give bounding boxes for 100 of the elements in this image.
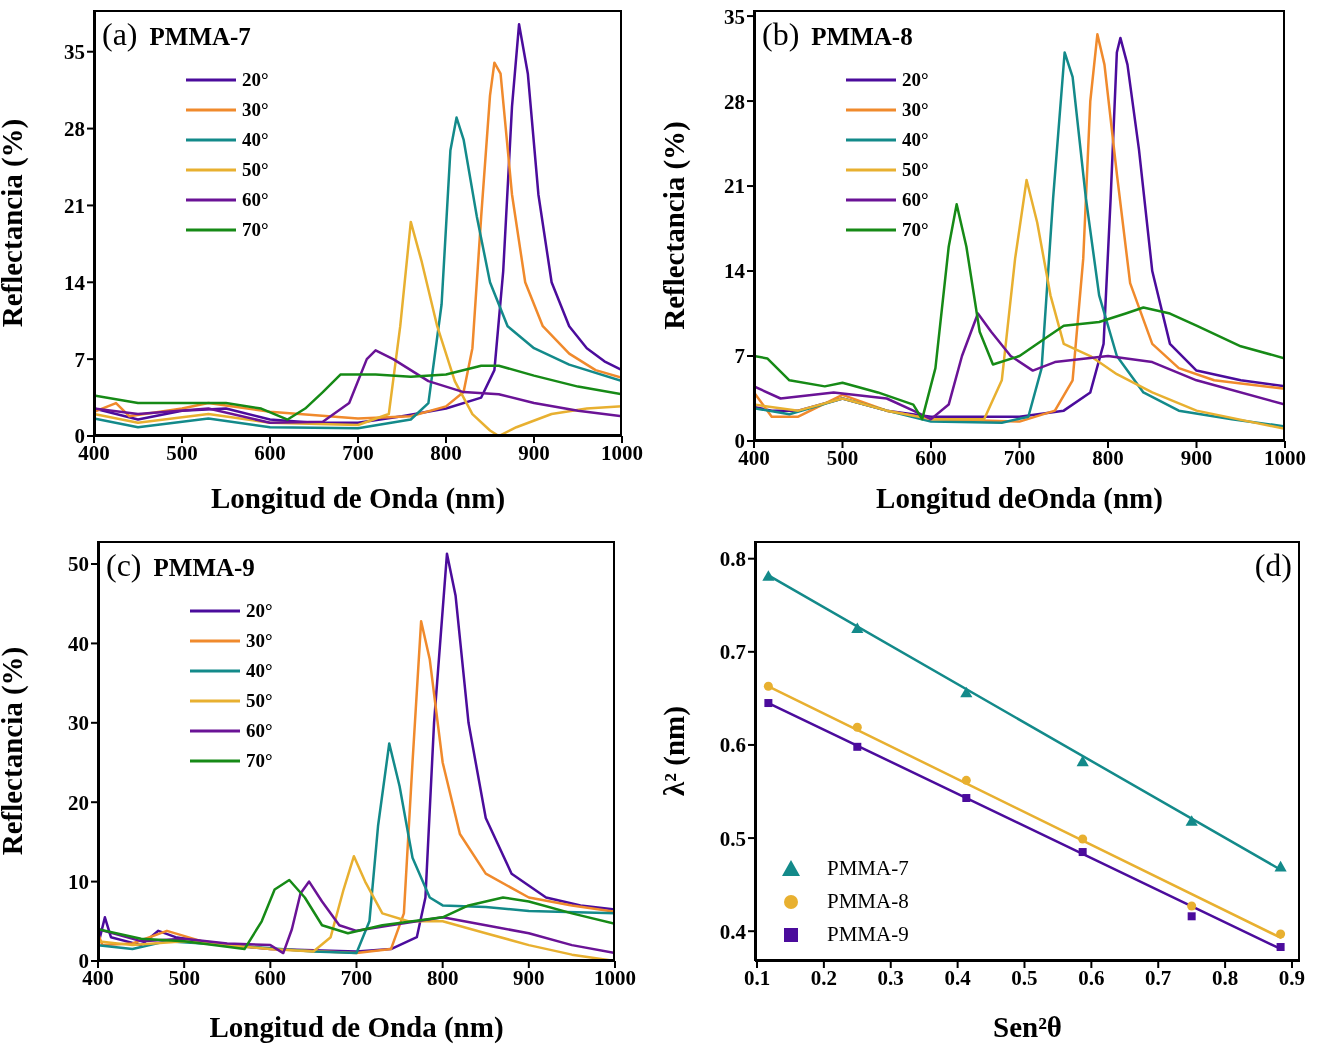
legend-label: 30° [242, 99, 269, 121]
legend-label: 30° [246, 630, 273, 652]
legend-label: 50° [246, 690, 273, 712]
legend-label: PMMA-9 [827, 922, 909, 947]
legend-label: 70° [246, 750, 273, 772]
y-tick-label: 20 [68, 790, 89, 815]
x-tick-label: 800 [1092, 445, 1124, 470]
line-series [94, 116, 622, 430]
x-tick-label: 700 [340, 965, 373, 990]
legend-label: 60° [242, 189, 269, 211]
x-tick-label: 0.9 [1278, 965, 1306, 990]
x-tick-label: 900 [1180, 445, 1213, 470]
x-tick-label: 0.1 [743, 965, 771, 990]
legend-label: 20° [246, 600, 273, 622]
y-tick-label: 35 [724, 4, 745, 29]
legend-label: 20° [902, 69, 929, 91]
y-tick-label: 30 [68, 711, 89, 736]
point [1276, 929, 1286, 939]
point [962, 794, 971, 803]
y-tick-label: 10 [68, 870, 89, 895]
y-tick-label: 0.4 [719, 919, 747, 944]
y-tick-label: 50 [68, 552, 89, 577]
point [960, 686, 973, 698]
x-tick-label: 800 [430, 440, 462, 465]
y-axis-title: λ² (nm) [658, 706, 692, 796]
legend-label: 60° [902, 189, 929, 211]
text: PMMA-9 [153, 554, 255, 582]
y-tick-label: 14 [64, 270, 86, 295]
annotation: (a) [102, 16, 138, 53]
x-tick-label: 600 [254, 440, 286, 465]
point [1078, 834, 1088, 844]
legend-label: 50° [242, 159, 269, 181]
point [852, 722, 862, 732]
x-tick-label: 0.8 [1211, 965, 1239, 990]
text: PMMA-7 [149, 23, 251, 51]
x-tick-label: 0.4 [944, 965, 972, 990]
y-tick-label: 28 [64, 117, 85, 142]
y-tick-label: 0.6 [719, 733, 746, 758]
x-tick-label: 900 [518, 440, 550, 465]
point [764, 699, 773, 708]
y-axis-title: Reflectancia (%) [658, 121, 692, 330]
point [961, 775, 971, 785]
legend-label: PMMA-7 [827, 856, 909, 881]
annotation: (c) [106, 547, 142, 584]
x-axis-title: Sen²θ [993, 1011, 1062, 1043]
point [1187, 912, 1196, 921]
y-tick-label: 0.8 [719, 547, 746, 572]
x-tick-label: 700 [1003, 445, 1036, 470]
y-tick-label: 40 [68, 631, 89, 656]
y-axis-title: Reflectancia (%) [0, 118, 30, 328]
point [1274, 860, 1287, 872]
legend-label: 70° [242, 219, 269, 241]
line-series [94, 349, 622, 425]
y-axis-title: Reflectancia (%) [0, 646, 30, 856]
x-tick-label: 500 [166, 440, 198, 465]
x-tick-label: 0.7 [1145, 965, 1172, 990]
point [763, 681, 773, 691]
y-tick-label: 35 [64, 40, 85, 65]
legend-label: 70° [902, 219, 929, 241]
y-tick-label: 0.5 [719, 826, 746, 851]
x-axis-title: Longitud de Onda (nm) [209, 1011, 504, 1044]
point [762, 570, 775, 581]
point [1276, 943, 1285, 952]
y-tick-label: 7 [74, 347, 85, 372]
x-tick-label: 600 [254, 965, 287, 990]
point [851, 622, 864, 633]
x-tick-label: 900 [513, 965, 545, 990]
point [1187, 901, 1197, 911]
legend-label: 20° [242, 69, 269, 91]
x-tick-label: 0.5 [1011, 965, 1038, 990]
legend-label: 50° [902, 159, 929, 181]
point [853, 742, 862, 751]
x-tick-label: 600 [915, 445, 947, 470]
y-tick-label: 21 [64, 193, 85, 218]
line-series [754, 312, 1285, 421]
annotation: (b) [762, 16, 800, 53]
y-tick-label: 28 [724, 89, 745, 114]
y-tick-label: 7 [734, 344, 745, 369]
legend-label: 30° [902, 99, 929, 121]
x-tick-label: 1000 [1264, 445, 1306, 470]
x-tick-label: 700 [342, 440, 374, 465]
y-tick-label: 0.7 [719, 640, 746, 665]
x-axis-title: Longitud deOnda (nm) [876, 482, 1163, 515]
x-tick-label: 0.6 [1078, 965, 1105, 990]
legend-label: 40° [246, 660, 273, 682]
y-tick-label: 21 [724, 174, 745, 199]
x-tick-label: 0.3 [877, 965, 904, 990]
x-tick-label: 800 [426, 965, 459, 990]
legend-label: 60° [246, 720, 273, 742]
y-tick-label: 14 [724, 259, 746, 284]
x-tick-label: 500 [168, 965, 200, 990]
point [1185, 815, 1198, 826]
x-tick-label: 0.2 [810, 965, 837, 990]
legend-label: PMMA-8 [827, 889, 909, 914]
point [1078, 848, 1087, 857]
annotation: (d) [1254, 547, 1292, 583]
legend-label: 40° [242, 129, 269, 151]
x-axis-title: Longitud de Onda (nm) [210, 482, 506, 515]
x-tick-label: 1000 [594, 965, 636, 990]
line-series [94, 364, 622, 421]
